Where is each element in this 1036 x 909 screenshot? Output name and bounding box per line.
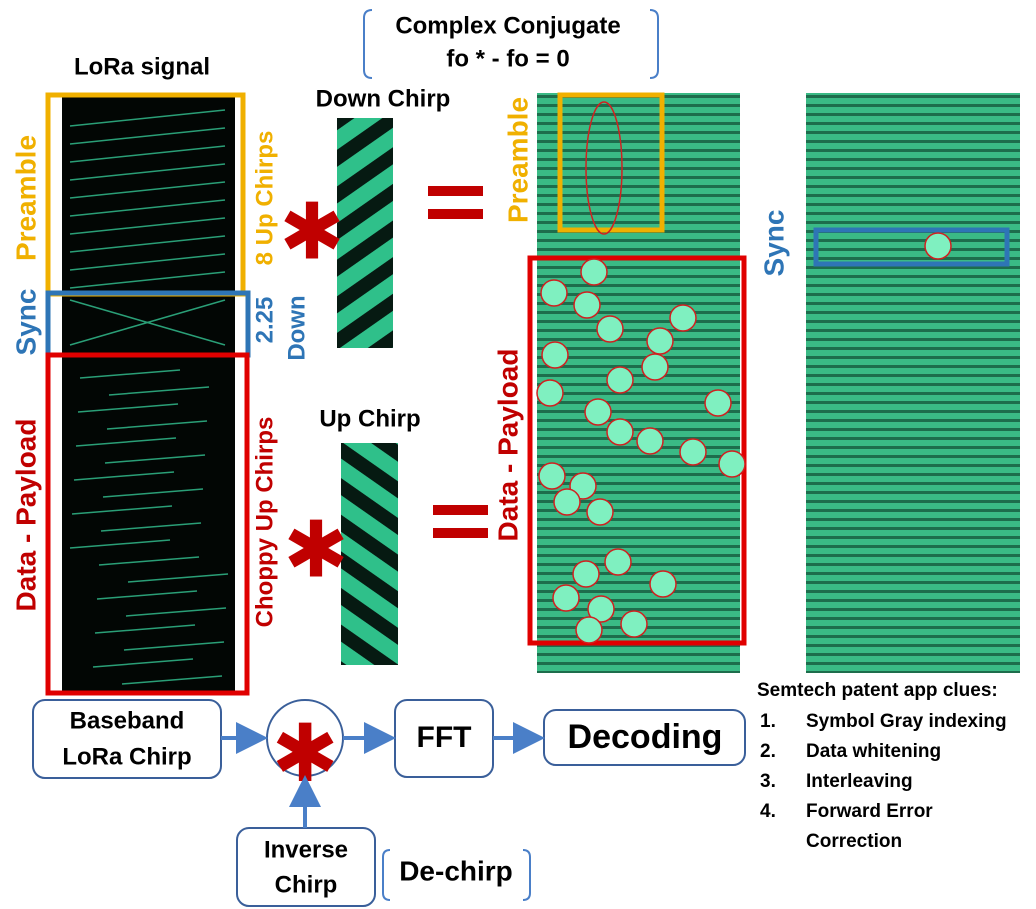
- clue-number: 2.: [760, 741, 776, 762]
- signal-title: LoRa signal: [74, 53, 210, 80]
- peak-circle: [642, 354, 668, 380]
- peak-circle: [607, 367, 633, 393]
- up-chirp-title: Up Chirp: [319, 405, 420, 432]
- down-chirp-title: Down Chirp: [316, 85, 451, 112]
- peak-circle: [637, 428, 663, 454]
- peak-circle: [705, 390, 731, 416]
- peak-circle: [537, 380, 563, 406]
- clue-number: 4.: [760, 801, 776, 822]
- peak-circle: [539, 463, 565, 489]
- svg-text:✱: ✱: [279, 188, 344, 276]
- dechirped-spectrogram: [806, 93, 1020, 673]
- peak-circle: [554, 489, 580, 515]
- peak-circle: [605, 549, 631, 575]
- clue-text: Correction: [806, 831, 902, 852]
- peak-circle: [621, 611, 647, 637]
- up-chirps-label: 8 Up Chirps: [251, 131, 278, 266]
- peak-circle: [719, 451, 745, 477]
- up-chirp: [341, 443, 398, 665]
- peak-circle: [581, 259, 607, 285]
- preamble-label: Preamble: [502, 97, 533, 223]
- sync-down: Down: [283, 295, 310, 360]
- peak-circle: [573, 561, 599, 587]
- clue-number: 1.: [760, 711, 776, 732]
- peak-circle: [680, 439, 706, 465]
- peak-circle: [647, 328, 673, 354]
- flow-label: Inverse: [264, 836, 348, 863]
- flow-label: Baseband: [70, 707, 185, 734]
- clue-number: 3.: [760, 771, 776, 792]
- sync-count: 2.25: [251, 297, 278, 344]
- flow-label: Chirp: [275, 871, 338, 898]
- peak-circle: [553, 585, 579, 611]
- payload-label: Data - Payload: [492, 349, 523, 542]
- peak-circle: [585, 399, 611, 425]
- flow-label: LoRa Chirp: [62, 743, 191, 770]
- clues-list: 1. Symbol Gray indexing 2. Data whitening 3.…: [760, 711, 1007, 852]
- payload-label: Data - Payload: [10, 419, 41, 612]
- flow-label: De-chirp: [399, 855, 513, 886]
- peak-circle: [607, 419, 633, 445]
- peak-circle: [587, 499, 613, 525]
- peak-circle: [542, 342, 568, 368]
- peak-circle: [670, 305, 696, 331]
- peak-circle: [925, 233, 951, 259]
- peak-circle: [576, 617, 602, 643]
- sync-label: Sync: [758, 210, 789, 277]
- clue-text: Forward Error: [806, 801, 933, 822]
- peak-circle: [650, 571, 676, 597]
- clue-text: Data whitening: [806, 741, 941, 762]
- clues-title: Semtech patent app clues:: [757, 680, 998, 701]
- svg-text:✱: ✱: [283, 506, 348, 594]
- flow-label: Decoding: [568, 718, 723, 756]
- choppy-label: Choppy Up Chirps: [251, 417, 278, 628]
- preamble-label: Preamble: [10, 135, 41, 261]
- conjugate-formula: fo * - fo = 0: [446, 45, 569, 72]
- sync-label: Sync: [10, 289, 41, 356]
- down-chirp: [337, 118, 393, 348]
- peak-circle: [541, 280, 567, 306]
- conjugate-title: Complex Conjugate: [395, 12, 620, 39]
- peak-circle: [574, 292, 600, 318]
- peak-circle: [597, 316, 623, 342]
- clue-text: Symbol Gray indexing: [806, 711, 1007, 732]
- diagram: Complex Conjugate fo * - fo = 0 LoRa sig…: [0, 0, 1036, 909]
- spectrogram: [62, 95, 235, 692]
- clue-text: Interleaving: [806, 771, 913, 792]
- flow-label: FFT: [417, 721, 472, 754]
